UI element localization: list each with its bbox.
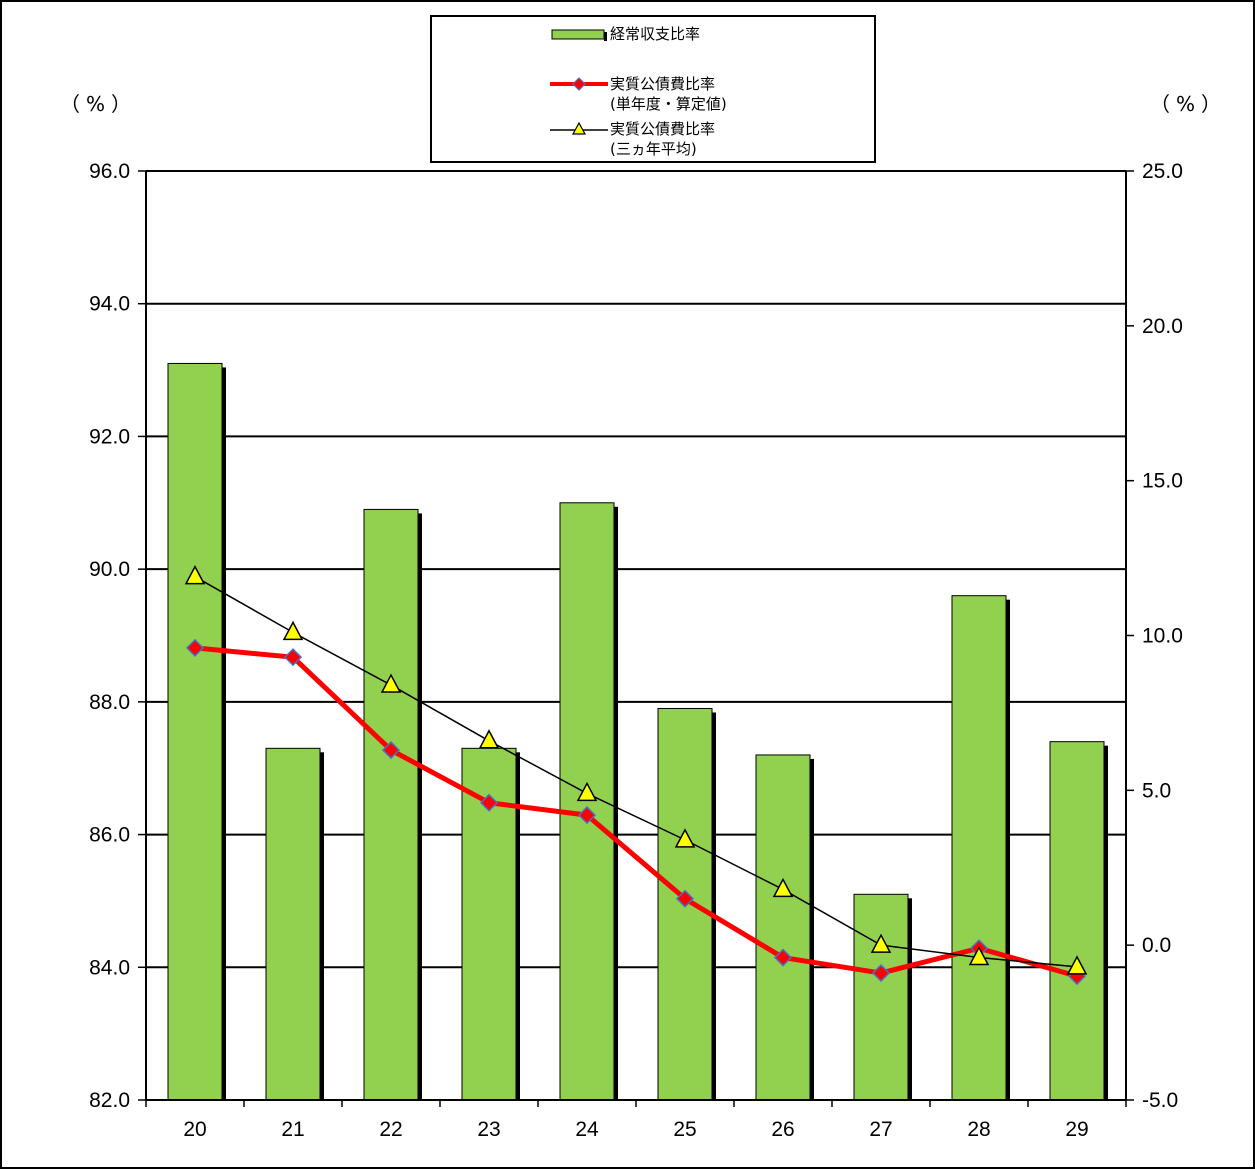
left-tick-label: 90.0 <box>89 558 130 581</box>
right-tick-label: 20.0 <box>1142 315 1183 338</box>
right-tick-label: 25.0 <box>1142 160 1183 183</box>
x-tick-label: 21 <box>281 1118 304 1141</box>
marker-three-year-25 <box>674 828 696 848</box>
x-tick-label: 26 <box>771 1118 794 1141</box>
x-tick-label: 25 <box>673 1118 696 1141</box>
marker-single-year-22 <box>381 741 401 760</box>
axes <box>138 170 1134 1107</box>
bar-26 <box>755 754 811 1101</box>
bar-29 <box>1049 741 1105 1101</box>
bar-22 <box>363 508 419 1101</box>
bar-24 <box>559 502 615 1101</box>
right-tick-label: 10.0 <box>1142 625 1183 648</box>
left-tick-label: 96.0 <box>89 160 130 183</box>
marker-single-year-26 <box>773 948 793 967</box>
legend-label-bar: 経常収支比率 <box>610 25 701 43</box>
right-tick-label: 15.0 <box>1142 470 1183 493</box>
line-single-year <box>194 645 1078 979</box>
marker-three-year-20 <box>184 565 206 585</box>
left-tick-label: 94.0 <box>89 293 130 316</box>
marker-three-year-26 <box>772 877 794 898</box>
bar-27 <box>853 893 909 1101</box>
legend-diamond-swatch <box>550 77 608 91</box>
bars <box>167 362 1108 1101</box>
left-tick-label: 86.0 <box>89 824 130 847</box>
legend-label-three-year-1: 実質公債費比率 <box>610 120 716 138</box>
series-lines <box>184 565 1088 986</box>
bar-20 <box>167 362 223 1101</box>
marker-three-year-23 <box>478 729 500 749</box>
x-tick-label: 20 <box>183 1118 206 1141</box>
marker-three-year-27 <box>870 933 892 953</box>
marker-three-year-24 <box>576 781 598 802</box>
marker-single-year-24 <box>577 806 597 825</box>
left-tick-label: 82.0 <box>89 1089 130 1112</box>
marker-single-year-25 <box>675 889 695 908</box>
tick-labels: 82.0 84.0 86.0 88.0 90.0 92.0 94.0 96.0 -5.0 0.0 5… <box>89 160 1183 1141</box>
marker-three-year-28 <box>968 945 990 966</box>
x-tick-label: 24 <box>575 1118 599 1141</box>
legend: 経常収支比率 実質公債費比率 (単年度・算定値) 実質公債費比率 (三ヵ年平均) <box>430 15 876 163</box>
marker-three-year-21 <box>282 620 304 641</box>
right-axis-unit: （%） <box>1150 92 1228 116</box>
marker-single-year-23 <box>479 793 499 812</box>
marker-single-year-21 <box>283 648 303 667</box>
left-tick-label: 92.0 <box>89 425 130 448</box>
legend-label-single-year-1: 実質公債費比率 <box>610 75 716 93</box>
x-tick-label: 27 <box>869 1118 892 1141</box>
x-tick-label: 28 <box>967 1118 990 1141</box>
left-tick-label: 88.0 <box>89 691 130 714</box>
right-tick-label: -5.0 <box>1142 1089 1178 1112</box>
legend-triangle-swatch <box>550 121 608 135</box>
legend-bar-swatch <box>551 29 607 41</box>
line-three-year <box>194 576 1078 968</box>
x-tick-label: 29 <box>1065 1118 1088 1141</box>
left-axis-unit: （%） <box>60 92 138 116</box>
right-tick-label: 5.0 <box>1142 779 1171 802</box>
marker-single-year-27 <box>871 963 891 983</box>
right-tick-label: 0.0 <box>1142 934 1171 957</box>
bar-28 <box>951 595 1007 1101</box>
bar-21 <box>265 747 321 1101</box>
x-tick-label: 22 <box>379 1118 402 1141</box>
x-tick-label: 23 <box>477 1118 500 1141</box>
marker-three-year-29 <box>1066 955 1088 975</box>
legend-label-three-year-2: (三ヵ年平均) <box>610 140 697 158</box>
left-tick-label: 84.0 <box>89 956 130 979</box>
marker-three-year-22 <box>380 673 402 693</box>
legend-label-single-year-2: (単年度・算定値) <box>610 95 727 113</box>
marker-single-year-20 <box>185 638 205 657</box>
